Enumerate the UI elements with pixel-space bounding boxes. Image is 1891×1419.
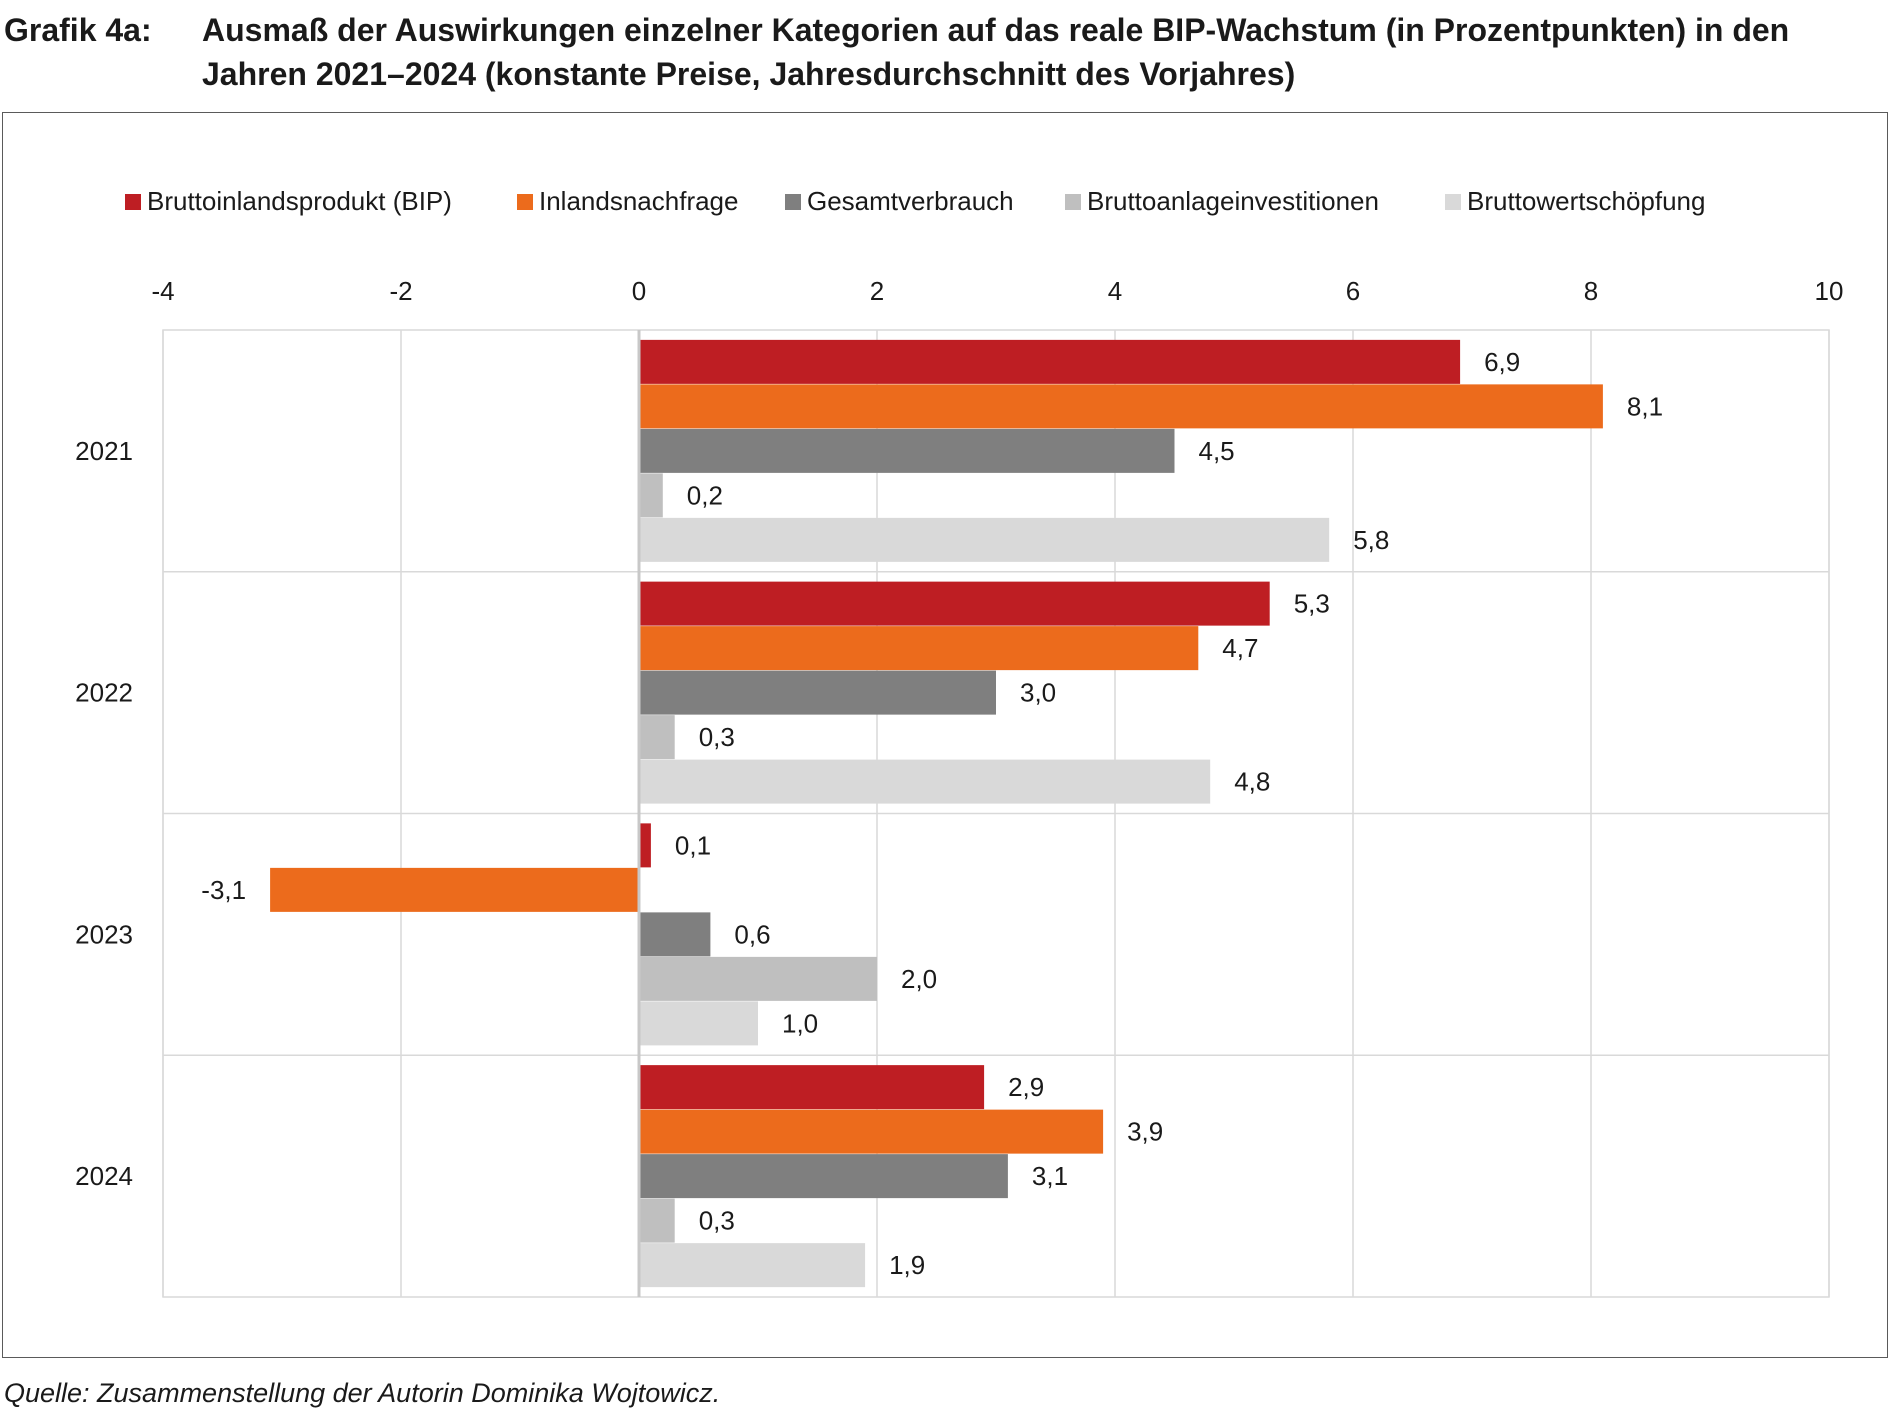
data-label: 0,6 xyxy=(734,919,770,949)
data-label: -3,1 xyxy=(201,875,246,905)
x-tick-label: 0 xyxy=(632,276,646,306)
bar xyxy=(639,1243,866,1288)
bar xyxy=(639,517,1330,562)
data-label: 2,9 xyxy=(1008,1072,1044,1102)
bar xyxy=(639,670,996,715)
category-label: 2022 xyxy=(75,678,133,708)
bar xyxy=(639,759,1211,804)
data-label: 3,0 xyxy=(1020,678,1056,708)
x-tick-label: 4 xyxy=(1108,276,1122,306)
bar xyxy=(639,626,1199,671)
data-label: 5,8 xyxy=(1353,525,1389,555)
data-label: 1,0 xyxy=(782,1008,818,1038)
bar xyxy=(639,715,675,760)
data-label: 0,1 xyxy=(675,830,711,860)
legend-label: Bruttoinlandsprodukt (BIP) xyxy=(147,186,452,216)
data-label: 4,7 xyxy=(1222,633,1258,663)
figure-title: Ausmaß der Auswirkungen einzelner Katego… xyxy=(202,12,1790,92)
x-tick-label: -4 xyxy=(151,276,174,306)
bar-chart: -4 -2 0 2 4 6 8 10 2021 2022 2023 2024 6,9 8,1 4,5 0,2 5… xyxy=(75,186,1844,1298)
data-label: 8,1 xyxy=(1627,391,1663,421)
bar xyxy=(639,823,651,868)
legend-swatch xyxy=(517,194,533,210)
data-label: 0,3 xyxy=(699,722,735,752)
bar xyxy=(639,1109,1104,1154)
legend-swatch xyxy=(1065,194,1081,210)
bar xyxy=(639,956,877,1001)
legend-label: Inlandsnachfrage xyxy=(539,186,738,216)
figure-label: Grafik 4a: xyxy=(4,12,152,48)
category-label: 2021 xyxy=(75,436,133,466)
legend-label: Bruttowertschöpfung xyxy=(1467,186,1705,216)
bar xyxy=(639,473,663,518)
category-label: 2023 xyxy=(75,919,133,949)
data-label: 6,9 xyxy=(1484,347,1520,377)
data-label: 0,3 xyxy=(699,1206,735,1236)
bar xyxy=(639,1065,985,1110)
bar xyxy=(639,339,1461,384)
category-label: 2024 xyxy=(75,1161,133,1191)
bar xyxy=(639,428,1175,473)
bar xyxy=(639,1154,1008,1199)
legend-label: Bruttoanlageinvestitionen xyxy=(1087,186,1379,216)
legend-label: Gesamtverbrauch xyxy=(807,186,1014,216)
data-label: 3,9 xyxy=(1127,1117,1163,1147)
x-tick-label: 10 xyxy=(1815,276,1844,306)
x-tick-label: -2 xyxy=(389,276,412,306)
legend-swatch xyxy=(125,194,141,210)
data-label: 4,8 xyxy=(1234,767,1270,797)
legend-swatch xyxy=(785,194,801,210)
x-tick-label: 8 xyxy=(1584,276,1598,306)
data-label: 3,1 xyxy=(1032,1161,1068,1191)
bar xyxy=(270,867,639,912)
chart-frame: -4 -2 0 2 4 6 8 10 2021 2022 2023 2024 6,9 8,1 4,5 0,2 5… xyxy=(2,112,1888,1358)
data-label: 2,0 xyxy=(901,964,937,994)
data-label: 4,5 xyxy=(1199,436,1235,466)
x-tick-label: 6 xyxy=(1346,276,1360,306)
data-label: 5,3 xyxy=(1294,589,1330,619)
data-label: 1,9 xyxy=(889,1250,925,1280)
bar xyxy=(639,384,1603,429)
bar xyxy=(639,1198,675,1243)
bar xyxy=(639,581,1270,626)
bar xyxy=(639,1001,758,1046)
source-note: Quelle: Zusammenstellung der Autorin Dom… xyxy=(4,1378,721,1408)
bar xyxy=(639,912,711,957)
x-tick-label: 2 xyxy=(870,276,884,306)
legend-swatch xyxy=(1445,194,1461,210)
data-label: 0,2 xyxy=(687,480,723,510)
